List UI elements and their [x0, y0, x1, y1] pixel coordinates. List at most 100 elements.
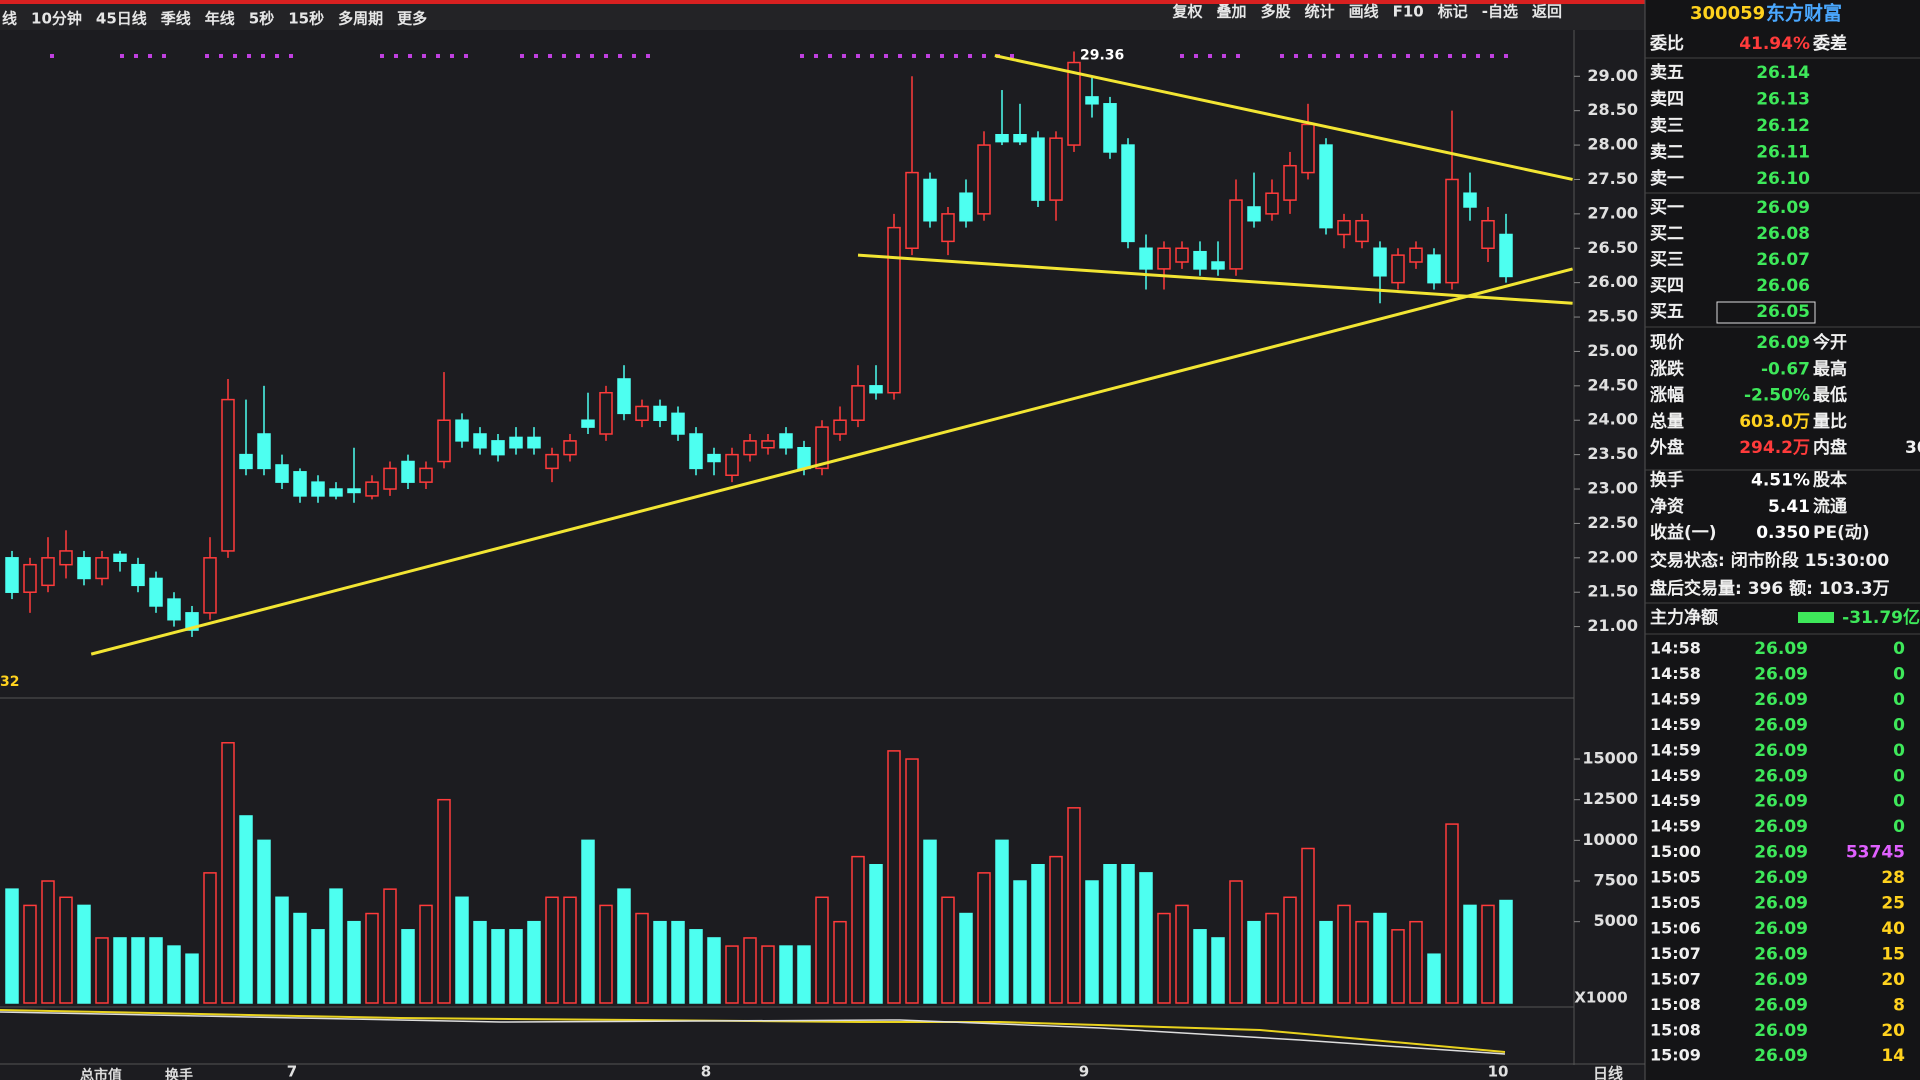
- signal-dot: [219, 54, 223, 58]
- volume-bar: [743, 937, 757, 1004]
- ask-price: 26.10: [1756, 169, 1810, 189]
- volume-bar: [311, 929, 325, 1004]
- stat-value: 26.09: [1756, 333, 1810, 353]
- y-tick-label: 26.00: [1587, 272, 1638, 291]
- signal-dot: [884, 54, 888, 58]
- trade-volume: 0: [1893, 792, 1905, 812]
- volume-bar: [1067, 807, 1081, 1004]
- candle-body: [833, 419, 847, 435]
- stat-label: 涨跌: [1650, 359, 1685, 379]
- signal-dot: [1322, 54, 1326, 58]
- volume-bar: [131, 937, 145, 1004]
- candle-body: [653, 405, 667, 421]
- candle-body: [437, 419, 451, 463]
- signal-dot: [1350, 54, 1354, 58]
- bid-price: 26.06: [1756, 276, 1810, 296]
- ask-price: 26.11: [1756, 143, 1810, 163]
- signal-dot: [1336, 54, 1340, 58]
- stat-value: -2.50%: [1744, 386, 1810, 406]
- trade-volume: 0: [1893, 715, 1905, 735]
- trade-price: 26.09: [1754, 639, 1808, 659]
- selected-bid: [1716, 301, 1816, 324]
- toolbar-button[interactable]: 多股: [1261, 3, 1292, 21]
- volume-bar: [1049, 855, 1063, 1004]
- indicator-line: [0, 1011, 1506, 1055]
- signal-dot: [1208, 54, 1212, 58]
- trade-volume: 0: [1893, 817, 1905, 837]
- toolbar-button[interactable]: 标记: [1437, 3, 1468, 21]
- volume-bar: [239, 815, 253, 1004]
- volume-bar: [1409, 920, 1423, 1004]
- toolbar-button[interactable]: F10: [1393, 3, 1424, 21]
- stat-label: 量比: [1813, 411, 1847, 432]
- toolbar-button[interactable]: 画线: [1349, 3, 1379, 21]
- ratio-label: 委比: [1649, 33, 1684, 54]
- signal-dot: [576, 54, 580, 58]
- trade-price: 26.09: [1754, 792, 1808, 812]
- candle-body: [473, 433, 487, 449]
- volume-bar: [887, 750, 901, 1004]
- status-line: 盘后交易量: 396 额: 103.3万: [1650, 578, 1890, 599]
- candle-body: [1175, 247, 1189, 263]
- stat-label: 换手: [1650, 470, 1684, 491]
- volume-bar: [419, 904, 433, 1004]
- volume-bar: [1193, 929, 1207, 1004]
- volume-bar: [1247, 920, 1261, 1004]
- volume-bar: [851, 855, 865, 1004]
- stat-label: 涨幅: [1650, 385, 1684, 406]
- bid-label: 买四: [1650, 276, 1684, 296]
- toolbar-button[interactable]: 复权: [1172, 3, 1204, 21]
- volume-bar: [833, 920, 847, 1004]
- toolbar-button[interactable]: -自选: [1482, 3, 1518, 21]
- candle-body: [1121, 144, 1135, 243]
- stock-name: 东方财富: [1766, 2, 1842, 25]
- y-tick-label: 15000: [1582, 749, 1638, 768]
- signal-dot: [275, 54, 279, 58]
- volume-bar: [671, 920, 685, 1004]
- candle-body: [707, 453, 721, 463]
- signal-dot: [954, 54, 958, 58]
- candle-body: [113, 553, 127, 563]
- candle-body: [1481, 219, 1495, 250]
- volume-bar: [1337, 904, 1351, 1004]
- trade-time: 15:05: [1650, 868, 1701, 887]
- trade-price: 26.09: [1754, 868, 1808, 888]
- candle-body: [1067, 61, 1081, 146]
- trade-time: 14:58: [1650, 639, 1701, 658]
- volume-bar: [293, 912, 307, 1004]
- bid-label: 买一: [1650, 198, 1684, 218]
- candle-body: [1355, 219, 1369, 243]
- toolbar-button[interactable]: 返回: [1532, 3, 1562, 21]
- candle-body: [23, 563, 37, 593]
- volume-bar: [1121, 864, 1135, 1004]
- signal-dot: [134, 54, 138, 58]
- trend-line: [857, 253, 1573, 305]
- candle-body: [167, 598, 181, 621]
- signal-dot: [940, 54, 944, 58]
- toolbar-button[interactable]: 统计: [1305, 3, 1335, 21]
- stat-label: 最高: [1813, 358, 1847, 379]
- volume-bar: [1283, 896, 1297, 1004]
- candle-body: [599, 391, 613, 435]
- candle-body: [1283, 164, 1297, 201]
- signal-dot: [828, 54, 832, 58]
- candle-body: [239, 453, 253, 470]
- x-tick-label: 10: [1488, 1063, 1509, 1080]
- toolbar-button[interactable]: 叠加: [1217, 3, 1247, 21]
- trade-time: 15:06: [1650, 918, 1701, 937]
- candle-body: [995, 133, 1009, 143]
- signal-dot: [520, 54, 524, 58]
- trade-time: 14:59: [1650, 715, 1701, 734]
- volume-bar: [545, 896, 559, 1004]
- candle-body: [761, 440, 775, 449]
- volume-bar: [1301, 847, 1315, 1004]
- candle-body: [95, 557, 109, 580]
- candle-body: [1391, 254, 1405, 284]
- ask-label: 卖四: [1650, 89, 1684, 110]
- trade-time: 14:58: [1650, 664, 1701, 683]
- signal-dot: [1294, 54, 1298, 58]
- signal-dot: [1406, 54, 1410, 58]
- trend-line: [90, 267, 1573, 656]
